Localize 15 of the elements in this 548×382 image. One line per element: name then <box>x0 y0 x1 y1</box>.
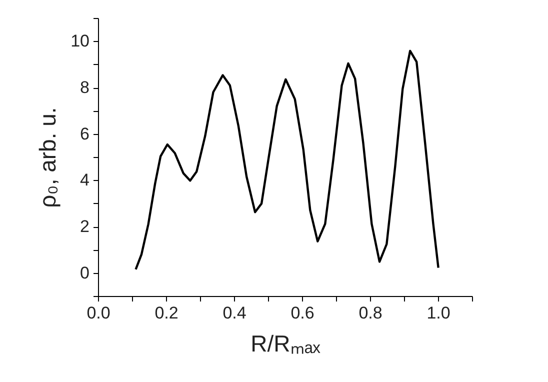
y-tick-label: 6 <box>80 124 90 144</box>
y-tick-label: 8 <box>80 78 90 97</box>
x-tick-label: 0.6 <box>290 304 314 322</box>
y-tick-label: 10 <box>70 32 90 51</box>
y-axis-title: ρ₀, arb. u. <box>34 107 61 208</box>
y-tick-label: 2 <box>80 217 90 236</box>
x-tick-label: 1.0 <box>426 304 450 322</box>
x-tick-label: 0.0 <box>86 304 110 322</box>
x-tick-label: 0.2 <box>154 304 178 322</box>
y-tick-label: 4 <box>80 170 90 190</box>
x-tick-label: 0.8 <box>358 304 382 322</box>
x-tick-label: 0.4 <box>222 304 246 322</box>
y-tick-label: 0 <box>80 263 90 282</box>
x-axis-title: R/Rₘₐₓ <box>250 330 321 356</box>
line-series <box>134 50 440 270</box>
